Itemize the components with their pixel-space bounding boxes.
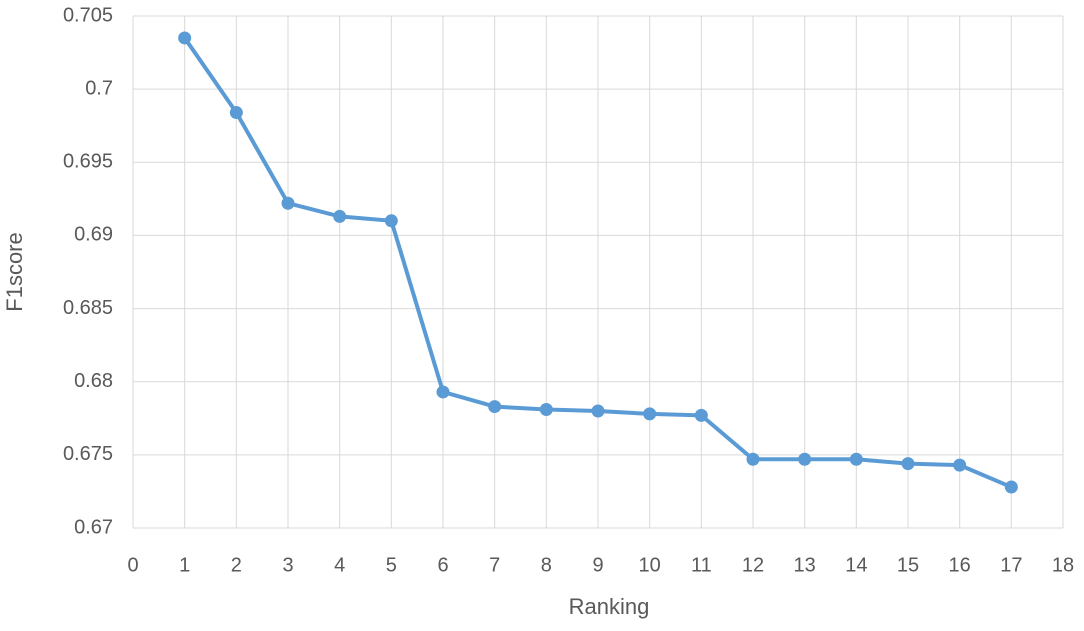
data-point [643, 407, 657, 421]
data-point [178, 31, 192, 45]
x-tick-label: 3 [282, 554, 293, 576]
data-point [539, 403, 553, 417]
data-point [953, 458, 967, 472]
data-point [333, 209, 347, 223]
x-tick-label: 2 [231, 554, 242, 576]
y-axis-label: F1score [2, 232, 27, 311]
x-tick-label: 17 [1000, 554, 1022, 576]
y-tick-label: 0.69 [74, 224, 113, 246]
y-tick-label: 0.705 [63, 4, 113, 26]
x-tick-label: 14 [845, 554, 867, 576]
data-point [1004, 480, 1018, 494]
x-axis-label: Ranking [569, 594, 650, 619]
x-tick-label: 6 [437, 554, 448, 576]
data-point [901, 457, 915, 471]
x-tick-label: 12 [742, 554, 764, 576]
data-point [694, 408, 708, 422]
y-tick-label: 0.695 [63, 151, 113, 173]
x-tick-label: 4 [334, 554, 345, 576]
x-tick-label: 15 [897, 554, 919, 576]
y-tick-label: 0.675 [63, 443, 113, 465]
data-point [229, 106, 243, 120]
x-tick-label: 0 [127, 554, 138, 576]
data-point [849, 452, 863, 466]
y-tick-label: 0.67 [74, 516, 113, 538]
y-tick-label: 0.68 [74, 370, 113, 392]
x-tick-label: 11 [691, 554, 712, 576]
x-tick-label: 5 [386, 554, 397, 576]
data-point [798, 452, 812, 466]
x-tick-label: 13 [794, 554, 816, 576]
data-point [281, 196, 295, 210]
y-tick-label: 0.685 [63, 297, 113, 319]
data-point [591, 404, 605, 418]
data-point [384, 214, 398, 228]
x-tick-label: 8 [541, 554, 552, 576]
x-tick-label: 18 [1052, 554, 1074, 576]
x-tick-label: 9 [592, 554, 603, 576]
data-point [746, 452, 760, 466]
data-point [488, 400, 502, 414]
x-tick-label: 16 [949, 554, 971, 576]
x-tick-label: 7 [489, 554, 500, 576]
x-tick-label: 1 [179, 554, 190, 576]
data-point [436, 385, 450, 399]
y-tick-label: 0.7 [85, 77, 113, 99]
x-tick-label: 10 [639, 554, 661, 576]
